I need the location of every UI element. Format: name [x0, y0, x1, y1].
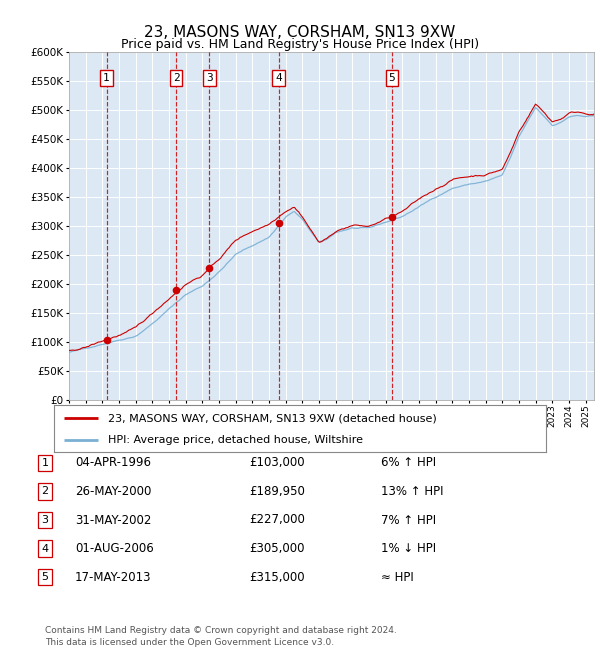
Text: 13% ↑ HPI: 13% ↑ HPI: [381, 485, 443, 498]
Text: 1% ↓ HPI: 1% ↓ HPI: [381, 542, 436, 555]
Text: HPI: Average price, detached house, Wiltshire: HPI: Average price, detached house, Wilt…: [108, 435, 363, 445]
Text: £227,000: £227,000: [249, 514, 305, 526]
Text: 5: 5: [41, 572, 49, 582]
Text: 7% ↑ HPI: 7% ↑ HPI: [381, 514, 436, 526]
Text: 2: 2: [173, 73, 179, 83]
Text: Contains HM Land Registry data © Crown copyright and database right 2024.
This d: Contains HM Land Registry data © Crown c…: [45, 626, 397, 647]
Text: 4: 4: [275, 73, 282, 83]
Text: £315,000: £315,000: [249, 571, 305, 584]
Text: 5: 5: [389, 73, 395, 83]
Text: 04-APR-1996: 04-APR-1996: [75, 456, 151, 469]
Text: 1: 1: [41, 458, 49, 468]
Text: £305,000: £305,000: [249, 542, 305, 555]
Text: 26-MAY-2000: 26-MAY-2000: [75, 485, 151, 498]
Text: 3: 3: [206, 73, 213, 83]
Text: 6% ↑ HPI: 6% ↑ HPI: [381, 456, 436, 469]
Text: 31-MAY-2002: 31-MAY-2002: [75, 514, 151, 526]
Text: 1: 1: [103, 73, 110, 83]
Text: 17-MAY-2013: 17-MAY-2013: [75, 571, 151, 584]
Text: 23, MASONS WAY, CORSHAM, SN13 9XW (detached house): 23, MASONS WAY, CORSHAM, SN13 9XW (detac…: [108, 413, 437, 423]
Text: 4: 4: [41, 543, 49, 554]
Text: 2: 2: [41, 486, 49, 497]
Text: 3: 3: [41, 515, 49, 525]
Text: Price paid vs. HM Land Registry's House Price Index (HPI): Price paid vs. HM Land Registry's House …: [121, 38, 479, 51]
Text: 01-AUG-2006: 01-AUG-2006: [75, 542, 154, 555]
Text: 23, MASONS WAY, CORSHAM, SN13 9XW: 23, MASONS WAY, CORSHAM, SN13 9XW: [145, 25, 455, 40]
Text: ≈ HPI: ≈ HPI: [381, 571, 414, 584]
Text: £189,950: £189,950: [249, 485, 305, 498]
Text: £103,000: £103,000: [249, 456, 305, 469]
